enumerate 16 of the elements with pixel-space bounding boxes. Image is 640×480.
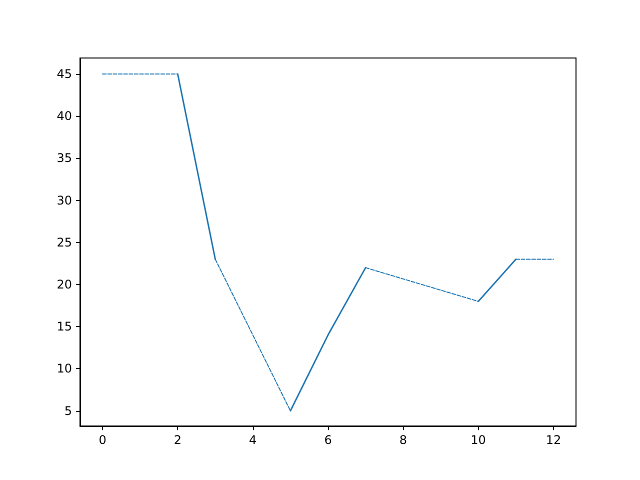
y-tick-label: 25 bbox=[56, 235, 72, 250]
y-tick-label: 40 bbox=[56, 109, 72, 124]
x-tick-label: 4 bbox=[249, 433, 257, 447]
y-tick-label: 10 bbox=[56, 362, 72, 376]
y-tick-label: 20 bbox=[56, 278, 72, 292]
x-tick-label: 6 bbox=[324, 433, 332, 447]
x-tick-label: 10 bbox=[470, 433, 486, 447]
x-tick-label: 2 bbox=[174, 433, 182, 447]
y-tick-label: 35 bbox=[56, 151, 72, 166]
y-tick-label: 15 bbox=[56, 320, 72, 334]
x-tick-label: 8 bbox=[399, 433, 407, 447]
y-tick-label: 30 bbox=[56, 193, 72, 208]
y-tick-label: 5 bbox=[64, 404, 72, 418]
x-tick-label: 12 bbox=[546, 433, 562, 447]
x-tick-label: 0 bbox=[98, 433, 106, 447]
y-tick-label: 45 bbox=[56, 67, 72, 81]
